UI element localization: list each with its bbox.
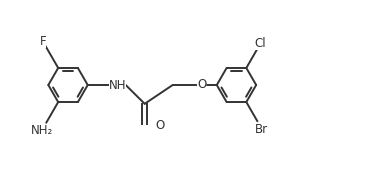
- Text: NH: NH: [109, 79, 126, 91]
- Text: O: O: [155, 119, 165, 132]
- Text: F: F: [39, 35, 46, 48]
- Text: Br: Br: [255, 123, 269, 136]
- Text: O: O: [197, 78, 206, 91]
- Text: NH₂: NH₂: [31, 124, 53, 137]
- Text: Cl: Cl: [255, 37, 266, 50]
